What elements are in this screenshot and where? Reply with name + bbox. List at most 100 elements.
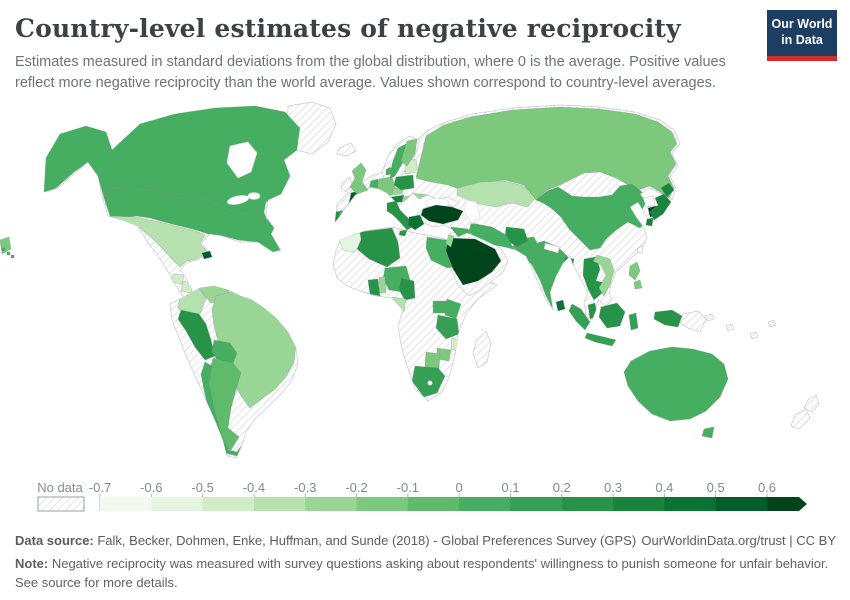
legend-bin-8[interactable] xyxy=(459,497,511,511)
note: Note: Negative reciprocity was measured … xyxy=(15,554,836,593)
country-kazakhstan[interactable] xyxy=(456,180,536,208)
country-poland[interactable] xyxy=(393,174,415,191)
hudson-bay-water xyxy=(226,141,258,179)
country-ghana[interactable] xyxy=(367,278,381,297)
country-gabon[interactable] xyxy=(389,296,407,312)
legend-tick-label--0.5: -0.5 xyxy=(191,480,213,495)
legend-tick-label--0.4: -0.4 xyxy=(243,480,265,495)
country-switzerland[interactable] xyxy=(377,198,389,207)
legend-no-data-swatch[interactable] xyxy=(37,496,85,512)
country-malawi[interactable] xyxy=(450,337,460,352)
owid-logo-accent-bar xyxy=(767,56,837,62)
country-botswana[interactable] xyxy=(424,351,441,370)
country-north-korea[interactable] xyxy=(642,195,656,208)
country-ireland xyxy=(340,176,353,193)
legend-tick-label-0.2: 0.2 xyxy=(553,480,571,495)
legend-tick-label-0.1: 0.1 xyxy=(501,480,519,495)
footer: Data source: Falk, Becker, Dohmen, Enke,… xyxy=(15,531,836,593)
country-indonesia-java[interactable] xyxy=(584,332,617,347)
country-nepal[interactable] xyxy=(543,242,561,254)
country-indonesia-sulawesi[interactable] xyxy=(628,312,639,331)
country-japan[interactable] xyxy=(645,182,675,227)
legend-bin-arrow[interactable] xyxy=(767,497,807,511)
country-finland[interactable] xyxy=(400,138,418,167)
page-title: Country-level estimates of negative reci… xyxy=(15,14,681,43)
country-australia[interactable] xyxy=(623,346,729,422)
country-indonesia-sumatra[interactable] xyxy=(568,303,591,331)
data-source-text: Falk, Becker, Dohmen, Enke, Huffman, and… xyxy=(93,533,637,548)
legend-bin-1[interactable] xyxy=(100,497,152,511)
legend-tick-label--0.7: -0.7 xyxy=(89,480,111,495)
legend-bin-3[interactable] xyxy=(202,497,255,511)
owid-logo[interactable]: Our World in Data xyxy=(767,10,837,62)
legend-bin-9[interactable] xyxy=(510,497,563,511)
legend-bin-5[interactable] xyxy=(305,497,357,511)
legend-tick-label-0.3: 0.3 xyxy=(604,480,622,495)
country-saudi-arabia[interactable] xyxy=(445,237,502,286)
pacific-islands xyxy=(704,313,777,340)
country-lesotho[interactable] xyxy=(427,380,433,386)
country-greece[interactable] xyxy=(407,214,425,231)
country-cameroon[interactable] xyxy=(398,277,416,301)
country-spain[interactable] xyxy=(335,208,373,229)
country-madagascar xyxy=(472,330,492,369)
country-turkey[interactable] xyxy=(420,204,464,225)
legend-no-data-label: No data xyxy=(37,480,83,495)
country-iceland xyxy=(336,142,357,157)
owid-logo-line1: Our World xyxy=(771,17,833,31)
great-lakes-water-2 xyxy=(247,192,261,200)
data-source-label: Data source: xyxy=(15,533,94,548)
legend-tick-label-0.4: 0.4 xyxy=(655,480,673,495)
country-vietnam[interactable] xyxy=(592,254,615,297)
legend-bin-4[interactable] xyxy=(253,497,306,511)
country-benin-togo[interactable] xyxy=(378,276,387,294)
country-united-kingdom[interactable] xyxy=(349,162,369,195)
country-guatemala[interactable] xyxy=(170,273,185,285)
legend-tick-label-0.6: 0.6 xyxy=(758,480,776,495)
country-indonesia-papua[interactable] xyxy=(653,309,683,328)
country-netherlands-belgium[interactable] xyxy=(368,178,379,190)
country-nicaragua[interactable] xyxy=(180,280,194,294)
country-algeria[interactable] xyxy=(356,227,401,268)
legend-tick-label--0.1: -0.1 xyxy=(397,480,419,495)
country-philippines[interactable] xyxy=(628,261,643,290)
country-tasmania[interactable] xyxy=(701,426,715,439)
country-new-zealand xyxy=(790,394,820,430)
country-peru[interactable] xyxy=(177,309,216,361)
legend-bin-13[interactable] xyxy=(715,497,768,511)
country-hawaii[interactable] xyxy=(1,247,15,259)
country-italy[interactable] xyxy=(386,200,415,237)
legend-bin-10[interactable] xyxy=(561,497,614,511)
country-russia-fragment[interactable] xyxy=(0,236,12,255)
owid-logo-line2: in Data xyxy=(781,32,823,47)
country-bangladesh[interactable] xyxy=(562,256,575,271)
data-source: Data source: Falk, Becker, Dohmen, Enke,… xyxy=(15,531,636,551)
country-borneo[interactable] xyxy=(598,302,626,329)
country-haiti[interactable] xyxy=(201,250,213,260)
world-choropleth-map xyxy=(0,101,820,459)
note-text: Negative reciprocity was measured with s… xyxy=(15,555,829,591)
legend-tick-label--0.6: -0.6 xyxy=(140,480,162,495)
legend-bin-7[interactable] xyxy=(407,497,460,511)
country-mexico[interactable] xyxy=(109,215,208,268)
owid-trust-link[interactable]: OurWorldinData.org/trust | CC BY xyxy=(641,533,836,548)
legend-bin-11[interactable] xyxy=(613,497,665,511)
note-label: Note: xyxy=(15,555,49,571)
legend-bin-12[interactable] xyxy=(664,497,717,511)
country-uganda[interactable] xyxy=(432,300,448,314)
legend-tick-label--0.3: -0.3 xyxy=(294,480,316,495)
country-taiwan[interactable] xyxy=(636,245,644,254)
country-tanzania[interactable] xyxy=(435,314,460,340)
country-sri-lanka[interactable] xyxy=(555,299,566,312)
legend-bin-2[interactable] xyxy=(151,497,204,511)
legend-tick-label-0: 0 xyxy=(456,480,463,495)
country-france[interactable] xyxy=(348,188,384,215)
legend-tick-label--0.2: -0.2 xyxy=(345,480,367,495)
caspian-sea-water xyxy=(463,199,481,225)
page-subtitle: Estimates measured in standard deviation… xyxy=(15,54,726,92)
country-united-states[interactable] xyxy=(103,187,281,253)
legend-bin-6[interactable] xyxy=(356,497,409,511)
country-russia[interactable] xyxy=(415,106,678,201)
country-portugal[interactable] xyxy=(332,210,341,227)
